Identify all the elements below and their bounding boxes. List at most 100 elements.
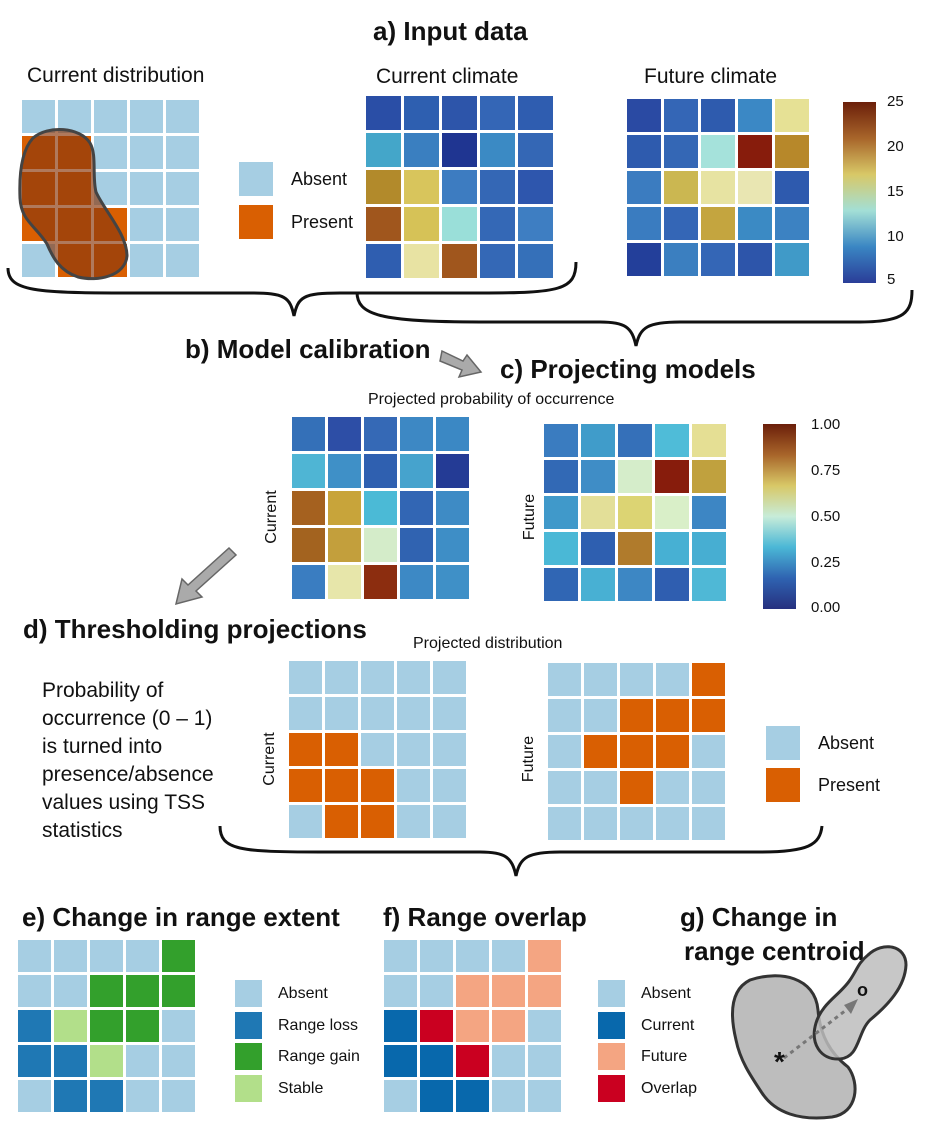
grid-cell (384, 1045, 417, 1077)
grid-cell (400, 417, 433, 451)
grid-cell (442, 170, 477, 204)
grid-cell (544, 568, 578, 601)
legend-swatch-stable (235, 1075, 262, 1102)
grid-cell (289, 805, 322, 838)
legend-label: Absent (278, 984, 328, 1002)
grid-cell (130, 172, 163, 205)
grid-cell (627, 135, 661, 168)
grid-cell (692, 663, 725, 696)
current-climate-grid (366, 96, 553, 278)
grid-cell (692, 424, 726, 457)
grid-cell (361, 769, 394, 802)
legend-e-range-loss: Range loss (235, 1012, 358, 1039)
grid-cell (436, 565, 469, 599)
grid-cell (366, 244, 401, 278)
grid-cell (166, 136, 199, 169)
legend-label: Range gain (278, 1047, 360, 1065)
brace-a-left (6, 261, 578, 317)
grid-cell (692, 807, 725, 840)
grid-cell (54, 1080, 87, 1112)
grid-cell (701, 99, 735, 132)
grid-cell (480, 170, 515, 204)
grid-cell (528, 1080, 561, 1112)
grid-cell (54, 940, 87, 972)
grid-cell (166, 244, 199, 277)
grid-cell (656, 663, 689, 696)
grid-cell (492, 1010, 525, 1042)
grid-cell (664, 243, 698, 276)
grid-cell (480, 207, 515, 241)
grid-cell (548, 663, 581, 696)
grid-cell (518, 96, 553, 130)
grid-cell (456, 975, 489, 1007)
grid-cell (54, 1045, 87, 1077)
future-axis-label: Future (520, 735, 537, 783)
grid-cell (492, 940, 525, 972)
panel-d-title: d) Thresholding projections (23, 614, 367, 644)
legend-f-future: Future (598, 1043, 687, 1070)
grid-cell (292, 528, 325, 562)
grid-cell (656, 807, 689, 840)
arrow-head (844, 999, 858, 1014)
grid-cell (664, 135, 698, 168)
grid-cell (292, 417, 325, 451)
arrow-b-to-c (439, 349, 483, 379)
legend-label: Current (641, 1016, 695, 1034)
grid-cell (584, 807, 617, 840)
grid-cell (289, 769, 322, 802)
grid-cell (584, 699, 617, 732)
grid-cell (738, 207, 772, 240)
colorbar-tick: 1.00 (811, 416, 841, 433)
grid-cell (544, 424, 578, 457)
grid-cell (364, 565, 397, 599)
grid-cell (397, 769, 430, 802)
grid-cell (738, 135, 772, 168)
legend-swatch-absent (239, 162, 273, 196)
legend-label: Overlap (641, 1079, 698, 1097)
grid-cell (442, 207, 477, 241)
grid-cell (518, 207, 553, 241)
grid-cell (18, 1045, 51, 1077)
legend-e-absent: Absent (235, 980, 328, 1007)
grid-cell (664, 171, 698, 204)
legend-swatch-future (598, 1043, 625, 1070)
grid-cell (492, 975, 525, 1007)
grid-cell (328, 565, 361, 599)
grid-cell (581, 496, 615, 529)
grid-cell (701, 207, 735, 240)
grid-cell (436, 454, 469, 488)
future-probability-grid (544, 424, 726, 601)
climate-colorbar (843, 102, 876, 283)
grid-cell (384, 940, 417, 972)
grid-cell (581, 532, 615, 565)
grid-cell (364, 417, 397, 451)
grid-cell (492, 1080, 525, 1112)
legend-label: Present (291, 211, 354, 232)
grid-cell (442, 244, 477, 278)
grid-cell (692, 568, 726, 601)
grid-cell (775, 207, 809, 240)
grid-cell (480, 244, 515, 278)
grid-cell (54, 975, 87, 1007)
grid-cell (692, 699, 725, 732)
grid-cell (126, 940, 159, 972)
grid-cell (656, 735, 689, 768)
description-line: is turned into (42, 735, 163, 758)
grid-cell (126, 975, 159, 1007)
current-range-outline (18, 127, 129, 281)
centroid-shift-arrow (783, 1005, 851, 1060)
panel-f-title: f) Range overlap (383, 902, 587, 932)
grid-cell (166, 208, 199, 241)
grid-cell (664, 207, 698, 240)
future-axis-label: Future (521, 493, 538, 541)
grid-cell (492, 1045, 525, 1077)
grid-cell (518, 133, 553, 167)
grid-cell (404, 170, 439, 204)
probability-colorbar (763, 424, 796, 609)
grid-cell (627, 243, 661, 276)
grid-cell (404, 133, 439, 167)
legend-swatch-present (766, 768, 800, 802)
grid-cell (618, 568, 652, 601)
grid-cell (738, 243, 772, 276)
panel-a-title: a) Input data (373, 16, 528, 46)
